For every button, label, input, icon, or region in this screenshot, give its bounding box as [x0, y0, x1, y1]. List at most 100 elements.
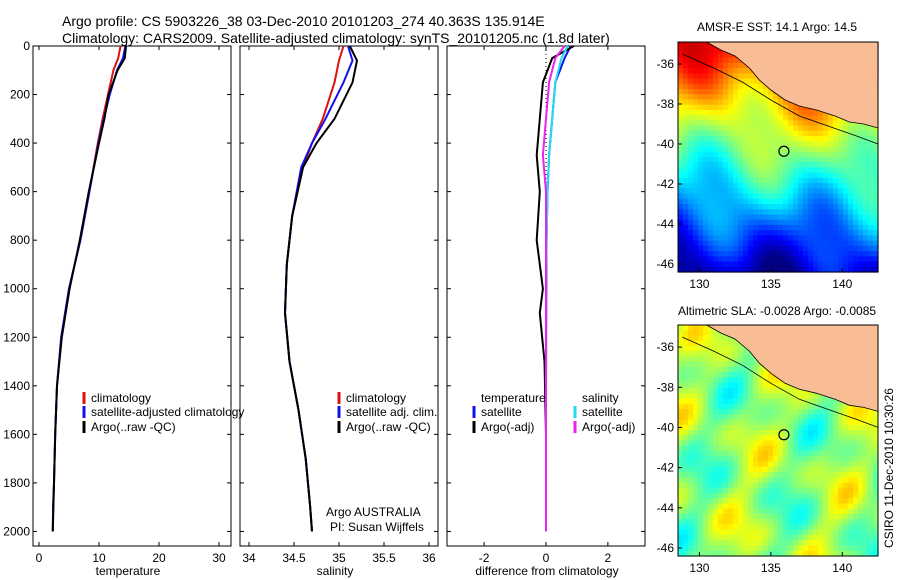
map-cell	[688, 445, 694, 452]
map-cell	[693, 94, 699, 101]
map-cell	[748, 377, 754, 384]
map-cell	[723, 177, 729, 184]
map-cell	[768, 435, 774, 442]
map-cell	[753, 157, 759, 163]
map-cell	[803, 235, 809, 242]
map-cell	[753, 493, 759, 499]
argo-location-marker	[778, 429, 790, 441]
map-cell	[683, 68, 689, 74]
map-cell	[848, 540, 854, 547]
map-cell	[698, 146, 704, 153]
map-cell	[698, 372, 704, 379]
map-cell	[808, 403, 814, 410]
map-cell	[738, 172, 744, 179]
map-cell	[683, 514, 689, 520]
map-cell	[768, 109, 774, 116]
map-cell	[688, 529, 694, 536]
map-cell	[768, 141, 774, 148]
map-cell	[763, 503, 769, 510]
map-cell	[778, 382, 784, 389]
map-cell	[713, 78, 719, 85]
map-cell	[873, 550, 879, 557]
map-cell	[733, 266, 739, 273]
map-cell	[758, 224, 764, 231]
map-cell	[803, 266, 809, 273]
map-cell	[848, 550, 854, 557]
map-cell	[728, 382, 734, 389]
map-cell	[873, 472, 879, 478]
map-cell	[763, 461, 769, 468]
map-cell	[703, 130, 709, 137]
map-cell	[793, 130, 799, 137]
map-cell	[808, 493, 814, 499]
map-cell	[868, 214, 874, 221]
map-cell	[743, 146, 749, 153]
map-cell	[688, 382, 694, 389]
map-cell	[758, 377, 764, 384]
map-cell	[818, 125, 824, 132]
map-cell	[748, 256, 754, 263]
map-cell	[853, 209, 859, 216]
map-cell	[713, 104, 719, 111]
map-cell	[773, 461, 779, 468]
map-cell	[793, 224, 799, 231]
map-cell	[698, 356, 704, 363]
map-cell	[738, 130, 744, 137]
map-cell	[823, 498, 829, 505]
map-cell	[848, 141, 854, 148]
map-cell	[743, 388, 749, 394]
map-cell	[838, 157, 844, 163]
map-cell	[873, 172, 879, 179]
map-cell	[698, 47, 704, 54]
map-cell	[858, 451, 864, 457]
map-cell	[783, 440, 789, 447]
map-cell	[858, 198, 864, 205]
map-cell	[793, 136, 799, 142]
map-cell	[848, 503, 854, 510]
map-cell	[763, 83, 769, 90]
map-cell	[678, 472, 684, 478]
map-cell	[833, 398, 839, 405]
map-cell	[678, 393, 684, 400]
map-cell	[723, 167, 729, 174]
map-cell	[803, 240, 809, 247]
map-cell	[743, 219, 749, 226]
map-cell	[863, 188, 869, 195]
map-cell	[783, 146, 789, 153]
map-cell	[818, 440, 824, 447]
map-cell	[853, 550, 859, 557]
map-cell	[758, 130, 764, 137]
map-cell	[848, 151, 854, 158]
map-cell	[778, 493, 784, 499]
map-cell	[763, 414, 769, 421]
map-cell	[788, 214, 794, 221]
map-cell	[868, 550, 874, 557]
map-cell	[693, 372, 699, 379]
map-cell	[728, 157, 734, 163]
map-cell	[783, 240, 789, 247]
map-cell	[843, 162, 849, 169]
map-cell	[728, 451, 734, 457]
map-cell	[763, 104, 769, 111]
map-cell	[758, 125, 764, 132]
map-cell	[723, 550, 729, 557]
map-cell	[738, 346, 744, 352]
map-cell	[808, 435, 814, 442]
map-cell	[703, 382, 709, 389]
map-cell	[848, 424, 854, 431]
map-cell	[738, 167, 744, 174]
map-cell	[678, 94, 684, 101]
map-cell	[733, 382, 739, 389]
map-cell	[808, 230, 814, 237]
map-cell	[838, 240, 844, 247]
map-cell	[793, 414, 799, 421]
map-cell	[753, 367, 759, 373]
map-cell	[823, 540, 829, 547]
map-cell	[738, 424, 744, 431]
map-cell	[833, 445, 839, 452]
map-cell	[823, 167, 829, 174]
map-cell	[798, 120, 804, 127]
map-cell	[693, 424, 699, 431]
map-cell	[863, 540, 869, 547]
map-cell	[718, 193, 724, 200]
